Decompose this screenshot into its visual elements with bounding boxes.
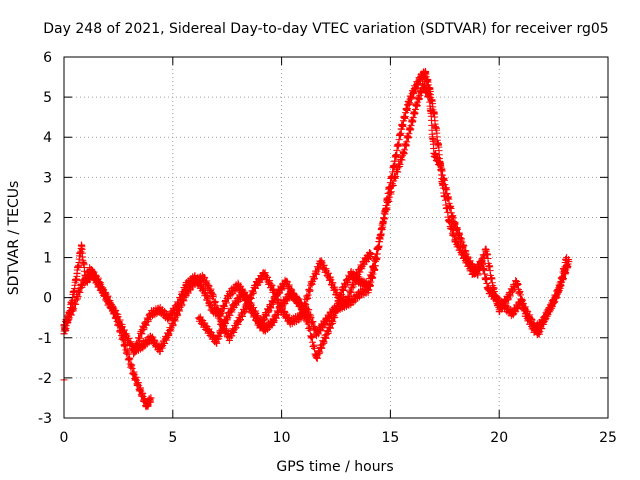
axis-ticks xyxy=(63,56,609,419)
x-tick-label: 0 xyxy=(60,430,69,446)
tick-labels: 0 5 10 15 20 25 -3 -2 -1 0 1 2 3 4 5 6 xyxy=(38,50,617,446)
x-axis-label: GPS time / hours xyxy=(276,459,393,475)
x-tick-label: 5 xyxy=(168,430,177,446)
series-4 xyxy=(60,248,375,384)
data-point xyxy=(367,250,375,258)
grid-lines xyxy=(64,57,608,418)
chart-title: Day 248 of 2021, Sidereal Day-to-day VTE… xyxy=(43,21,608,37)
y-tick-label: 3 xyxy=(43,170,52,186)
x-tick-label: 15 xyxy=(381,430,399,446)
x-tick-label: 20 xyxy=(490,430,508,446)
x-tick-label: 10 xyxy=(273,430,291,446)
plot-frame xyxy=(63,56,609,419)
y-tick-label: 4 xyxy=(43,130,52,146)
data-point xyxy=(147,394,155,402)
y-tick-label: -1 xyxy=(38,331,52,347)
y-tick-label: 1 xyxy=(43,251,52,267)
y-axis-label: SDTVAR / TECUs xyxy=(6,181,22,296)
x-tick-label: 25 xyxy=(599,430,617,446)
y-tick-label: -2 xyxy=(38,371,52,387)
y-tick-label: 5 xyxy=(43,90,52,106)
data-point xyxy=(563,254,571,262)
series-2 xyxy=(60,67,573,356)
y-tick-label: -3 xyxy=(38,411,52,427)
y-tick-label: 6 xyxy=(43,50,52,66)
series-3 xyxy=(130,80,571,362)
y-tick-label: 0 xyxy=(43,291,52,307)
data-points xyxy=(60,67,573,411)
y-tick-label: 2 xyxy=(43,210,52,226)
